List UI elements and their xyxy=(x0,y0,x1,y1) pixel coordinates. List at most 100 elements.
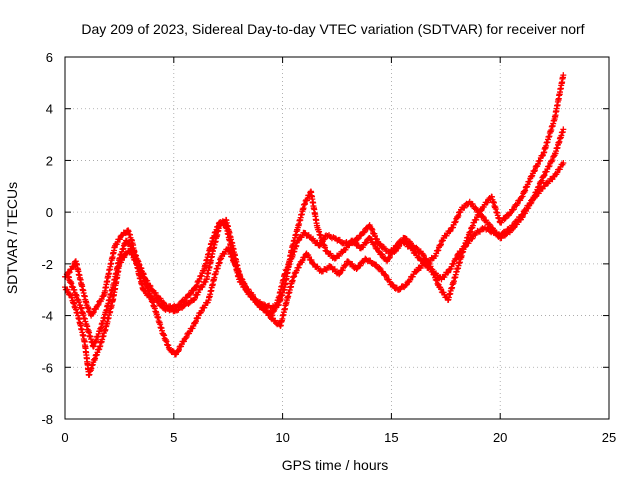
data-point-interp xyxy=(198,272,205,279)
data-point-interp xyxy=(376,264,383,271)
data-point xyxy=(560,72,567,79)
data-point-interp xyxy=(484,199,491,206)
data-point-interp xyxy=(374,236,381,243)
data-point-interp xyxy=(532,167,539,174)
data-point xyxy=(327,263,334,270)
data-point-interp xyxy=(186,291,193,298)
data-point-interp xyxy=(469,235,476,242)
data-point-interp xyxy=(523,205,530,212)
data-point-interp xyxy=(419,250,426,257)
data-point-interp xyxy=(193,283,200,290)
data-point-interp xyxy=(407,276,414,283)
data-point-interp xyxy=(390,282,397,289)
data-point-interp xyxy=(435,247,442,254)
data-point-interp xyxy=(479,213,486,220)
data-point-interp xyxy=(452,218,459,225)
y-tick-label: 4 xyxy=(46,102,53,117)
data-point-interp xyxy=(196,276,203,283)
x-tick-label: 10 xyxy=(275,430,289,445)
data-point-interp xyxy=(472,204,479,211)
data-point-interp xyxy=(453,255,460,262)
data-point-interp xyxy=(157,295,164,302)
y-tick-label: -2 xyxy=(41,257,53,272)
data-point-interp xyxy=(394,241,401,248)
data-point-interp xyxy=(502,215,509,222)
data-point-interp xyxy=(90,309,97,316)
data-point-interp xyxy=(510,206,517,213)
data-point-interp xyxy=(121,254,128,261)
data-point-interp xyxy=(554,169,561,176)
plot-frame xyxy=(64,56,610,420)
data-point-interp xyxy=(183,334,190,341)
data-point-interp xyxy=(363,239,370,246)
data-point-interp xyxy=(342,262,349,269)
data-point-interp xyxy=(537,157,544,164)
data-point-interp xyxy=(438,238,445,245)
data-point-interp xyxy=(519,211,526,218)
data-point-interp xyxy=(386,255,393,262)
data-point-interp xyxy=(198,308,205,315)
data-point xyxy=(353,266,360,273)
data-point-interp xyxy=(445,269,452,276)
y-tick-label: 0 xyxy=(46,205,53,220)
data-point-interp xyxy=(450,260,457,267)
data-point-interp xyxy=(291,273,298,280)
data-point-interp xyxy=(185,301,192,308)
y-tick-label: 6 xyxy=(46,50,53,65)
data-point-interp xyxy=(378,250,385,257)
data-point-interp xyxy=(437,241,444,248)
data-point-interp xyxy=(514,200,521,207)
data-point-interp xyxy=(349,261,356,268)
data-point-interp xyxy=(95,301,102,308)
data-point-interp xyxy=(386,254,393,261)
series-track-b xyxy=(62,160,567,379)
y-tick-label: -4 xyxy=(41,309,53,324)
data-point-interp xyxy=(539,152,546,159)
data-point-interp xyxy=(532,193,539,200)
data-point-interp xyxy=(534,161,541,168)
data-point-interp xyxy=(473,216,480,223)
data-point-interp xyxy=(541,183,548,190)
data-point-interp xyxy=(266,311,273,318)
data-point-interp xyxy=(403,235,410,242)
y-tick-label: -8 xyxy=(41,412,53,427)
data-point-interp xyxy=(455,212,462,219)
data-point-interp xyxy=(541,172,548,179)
x-tick-label: 5 xyxy=(170,430,177,445)
data-point-interp xyxy=(446,228,453,235)
data-point-interp xyxy=(267,312,274,319)
data-point-interp xyxy=(473,206,480,213)
x-tick-label: 0 xyxy=(61,430,68,445)
data-point-interp xyxy=(177,301,184,308)
data-point-interp xyxy=(299,257,306,264)
data-point-interp xyxy=(382,271,389,278)
data-point xyxy=(560,126,567,133)
data-point-interp xyxy=(377,241,384,248)
data-point-interp xyxy=(371,241,378,248)
data-point-interp xyxy=(217,219,224,226)
data-point xyxy=(149,286,156,293)
data-point-interp xyxy=(549,157,556,164)
x-tick-label: 25 xyxy=(602,430,616,445)
data-point-interp xyxy=(69,263,76,270)
data-point-interp xyxy=(295,264,302,271)
data-point-interp xyxy=(420,252,427,259)
data-point-interp xyxy=(146,282,153,289)
axis-ticks: 0 5 10 15 20 25 -8 -6 -4 -2 0 2 4 6 xyxy=(41,50,616,445)
data-point-interp xyxy=(193,282,200,289)
data-point-interp xyxy=(152,290,159,297)
data-point-interp xyxy=(369,226,376,233)
data-point-interp xyxy=(192,318,199,325)
data-point-interp xyxy=(354,236,361,243)
data-point-interp xyxy=(476,211,483,218)
data-point-interp xyxy=(116,236,123,243)
data-point-interp xyxy=(357,262,364,269)
data-point-interp xyxy=(510,222,517,229)
data-point-interp xyxy=(308,257,315,264)
data-point-interp xyxy=(449,224,456,231)
data-point-interp xyxy=(175,346,182,353)
data-point-interp xyxy=(452,219,459,226)
data-point-interp xyxy=(361,228,368,235)
y-tick-label: -6 xyxy=(41,360,53,375)
